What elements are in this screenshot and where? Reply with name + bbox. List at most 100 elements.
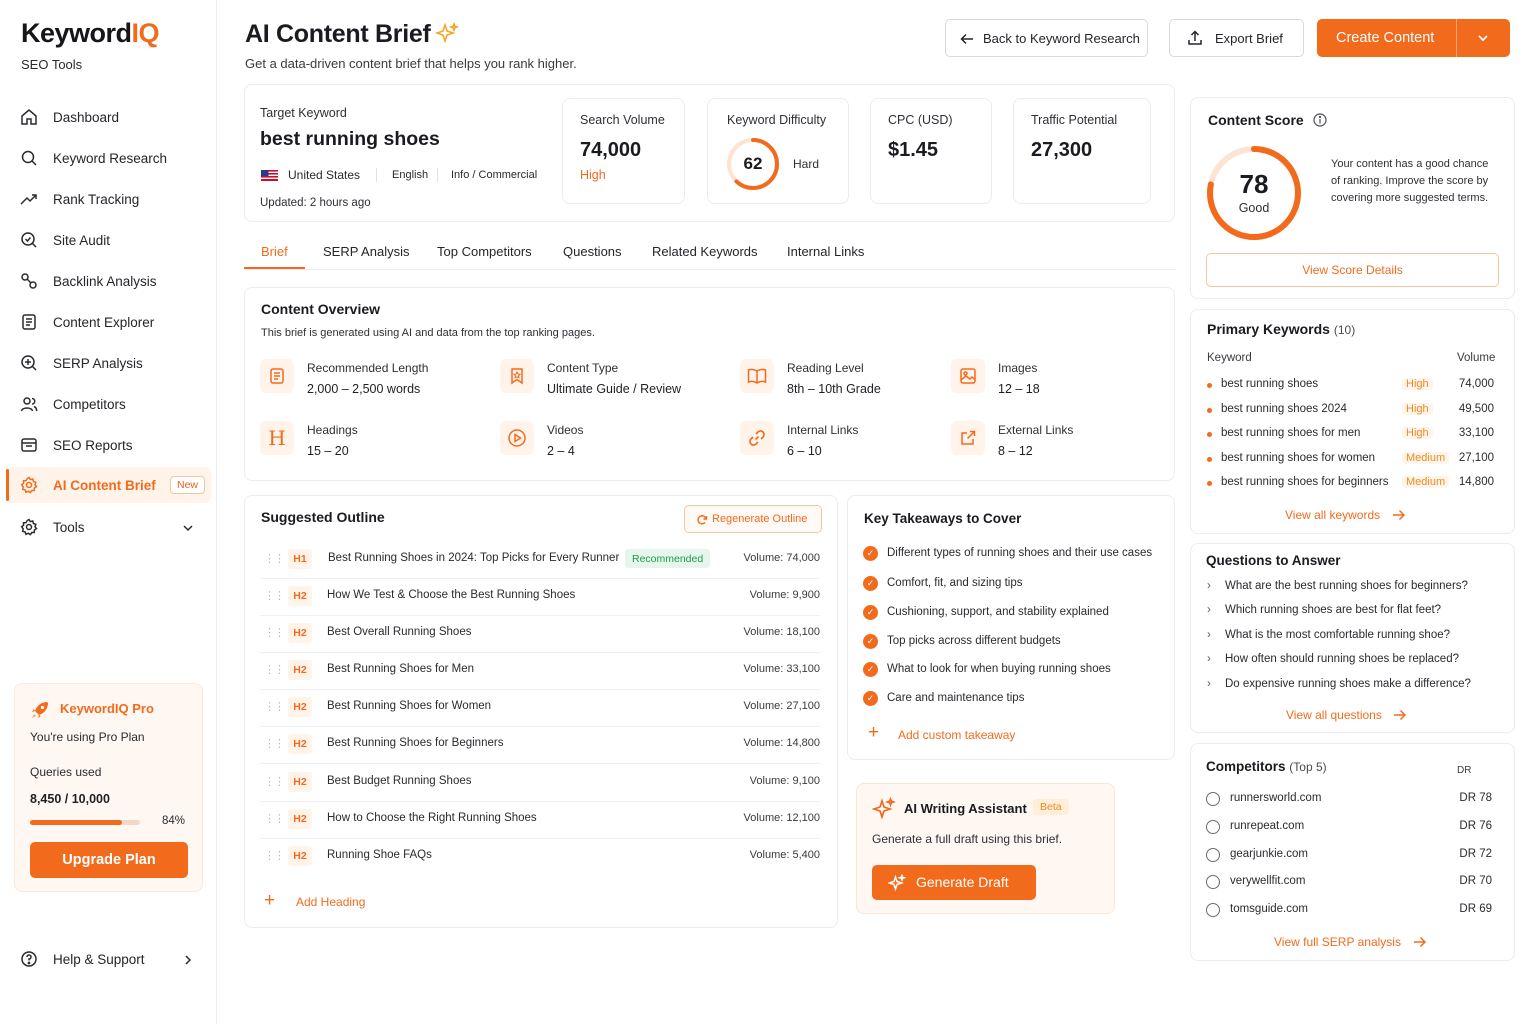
question-item[interactable]: › What is the most comfortable running sh… (1207, 629, 1451, 641)
row-divider (260, 726, 820, 727)
sidebar-item-seo-reports[interactable]: SEO Reports (6, 427, 211, 463)
heading-text: Running Shoe FAQs (327, 849, 432, 861)
outline-row[interactable]: ⋮⋮ H2 How We Test & Choose the Best Runn… (260, 583, 820, 616)
create-content-button[interactable]: Create Content (1317, 19, 1510, 57)
info-icon[interactable] (1313, 113, 1327, 127)
export-brief-button[interactable]: Export Brief (1169, 19, 1304, 57)
regenerate-outline-button[interactable]: Regenerate Outline (684, 505, 822, 533)
competitor-row[interactable]: runrepeat.com DR 76 (1206, 819, 1492, 839)
heading-text: Best Running Shoes for Women (327, 700, 492, 712)
view-full-serp-analysis-link[interactable]: View full SERP analysis (1274, 934, 1426, 949)
sidebar-item-content-explorer[interactable]: Content Explorer (6, 304, 211, 340)
queries-percent: 84% (162, 815, 186, 827)
competitor-row[interactable]: runnersworld.com DR 78 (1206, 791, 1492, 811)
heading-tag: H2 (288, 809, 312, 829)
keyword-row[interactable]: best running shoes for beginners Medium … (1207, 475, 1496, 495)
competitor-row[interactable]: gearjunkie.com DR 72 (1206, 847, 1492, 867)
drag-handle-icon[interactable]: ⋮⋮ (264, 776, 285, 788)
heading-volume: Volume: 9,100 (749, 775, 820, 787)
bullet-dot (1207, 457, 1212, 462)
outline-row[interactable]: ⋮⋮ H2 Best Budget Running Shoes Volume: … (260, 769, 820, 802)
sidebar-item-ai-content-brief[interactable]: AI Content Brief New (6, 467, 211, 503)
tab-brief[interactable]: Brief (261, 244, 288, 259)
divider (437, 168, 438, 182)
competitor-row[interactable]: verywellfit.com DR 70 (1206, 874, 1492, 894)
sparkle-icon (888, 874, 906, 892)
sidebar-item-serp-analysis[interactable]: SERP Analysis (6, 345, 211, 381)
country: United States (288, 168, 361, 182)
keyword-row[interactable]: best running shoes 2024 High 49,500 (1207, 402, 1496, 422)
sidebar-item-rank-tracking[interactable]: Rank Tracking (6, 181, 211, 217)
check-icon: ✓ (863, 662, 878, 677)
view-all-questions-link[interactable]: View all questions (1286, 707, 1407, 722)
drag-handle-icon[interactable]: ⋮⋮ (264, 590, 285, 602)
serp-icon (21, 355, 37, 371)
outline-row[interactable]: ⋮⋮ H2 Running Shoe FAQs Volume: 5,400 (260, 843, 820, 871)
keyword-row[interactable]: best running shoes for women Medium 27,1… (1207, 451, 1496, 471)
drag-handle-icon[interactable]: ⋮⋮ (264, 701, 285, 713)
help-support-link[interactable]: Help & Support (6, 941, 211, 977)
chevron-right-icon: › (1207, 604, 1211, 616)
outline-row[interactable]: ⋮⋮ H2 Best Running Shoes for Women Volum… (260, 694, 820, 727)
outline-row[interactable]: ⋮⋮ H2 Best Running Shoes for Men Volume:… (260, 657, 820, 690)
question-item[interactable]: › Which running shoes are best for flat f… (1207, 604, 1442, 616)
add-custom-takeaway-button[interactable]: + Add custom takeaway (868, 722, 1016, 743)
heading-text: Best Budget Running Shoes (327, 775, 472, 787)
drag-handle-icon[interactable]: ⋮⋮ (264, 850, 285, 862)
primary-keywords-card (1190, 309, 1515, 534)
score-value: 78 (1239, 169, 1269, 199)
drag-handle-icon[interactable]: ⋮⋮ (264, 813, 285, 825)
add-heading-button[interactable]: + Add Heading (264, 890, 366, 911)
pro-title: KeywordIQ Pro (60, 701, 154, 716)
outline-row[interactable]: ⋮⋮ H2 How to Choose the Right Running Sh… (260, 806, 820, 839)
sidebar-item-dashboard[interactable]: Dashboard (6, 99, 211, 135)
keyword-row[interactable]: best running shoes High 74,000 (1207, 377, 1496, 397)
outline-row[interactable]: ⋮⋮ H2 Best Overall Running Shoes Volume:… (260, 620, 820, 653)
outline-title: Suggested Outline (261, 509, 385, 525)
view-all-keywords-link[interactable]: View all keywords (1285, 507, 1405, 522)
takeaway-item: Cushioning, support, and stability expla… (887, 606, 1109, 618)
question-item[interactable]: › What are the best running shoes for beg… (1207, 580, 1468, 592)
sparkle-icon (872, 797, 896, 820)
sidebar-item-keyword-research[interactable]: Keyword Research (6, 140, 211, 176)
question-item[interactable]: › Do expensive running shoes make a diffe… (1207, 678, 1471, 690)
sidebar-item-competitors[interactable]: Competitors (6, 386, 211, 422)
beta-badge: Beta (1033, 799, 1069, 815)
bookmark-icon (500, 359, 534, 393)
heading-text: Best Running Shoes in 2024: Top Picks fo… (328, 552, 620, 564)
tab-serp-analysis[interactable]: SERP Analysis (323, 244, 410, 259)
plus-icon: + (868, 722, 880, 743)
row-divider (260, 689, 820, 690)
sidebar-item-site-audit[interactable]: Site Audit (6, 222, 211, 258)
competitor-row[interactable]: tomsguide.com DR 69 (1206, 902, 1492, 922)
question-item[interactable]: › How often should running shoes be repla… (1207, 653, 1459, 665)
keyword-row[interactable]: best running shoes for men High 33,100 (1207, 426, 1496, 446)
back-to-keyword-research-button[interactable]: Back to Keyword Research (945, 19, 1148, 57)
drag-handle-icon[interactable]: ⋮⋮ (264, 553, 285, 565)
drag-handle-icon[interactable]: ⋮⋮ (264, 627, 285, 639)
brand-logo[interactable]: KeywordIQ (21, 18, 160, 48)
tab-internal-links[interactable]: Internal Links (787, 244, 865, 259)
chevron-down-icon[interactable] (1477, 32, 1489, 44)
content-overview-desc: This brief is generated using AI and dat… (261, 327, 595, 339)
heading-text: Best Running Shoes for Beginners (327, 737, 504, 749)
tab-questions[interactable]: Questions (563, 244, 622, 259)
upgrade-plan-button[interactable]: Upgrade Plan (30, 842, 188, 878)
content-overview-title: Content Overview (261, 301, 381, 317)
brand-subtitle: SEO Tools (21, 57, 83, 72)
volume-level: High (580, 168, 606, 182)
drag-handle-icon[interactable]: ⋮⋮ (264, 738, 285, 750)
tab-top-competitors[interactable]: Top Competitors (437, 244, 532, 259)
outline-row[interactable]: ⋮⋮ H1 Best Running Shoes in 2024: Top Pi… (260, 546, 820, 579)
link-icon (21, 273, 37, 289)
outline-row[interactable]: ⋮⋮ H2 Best Running Shoes for Beginners V… (260, 731, 820, 764)
drag-handle-icon[interactable]: ⋮⋮ (264, 664, 285, 676)
search-intent: Info / Commercial (451, 169, 538, 181)
tab-related-keywords[interactable]: Related Keywords (652, 244, 758, 259)
assistant-desc: Generate a full draft using this brief. (872, 832, 1063, 846)
view-score-details-button[interactable]: View Score Details (1206, 253, 1499, 287)
sidebar-item-tools[interactable]: Tools (6, 509, 211, 545)
sidebar-item-backlink-analysis[interactable]: Backlink Analysis (6, 263, 211, 299)
generate-draft-button[interactable]: Generate Draft (872, 865, 1036, 900)
content-score-card (1190, 97, 1515, 299)
